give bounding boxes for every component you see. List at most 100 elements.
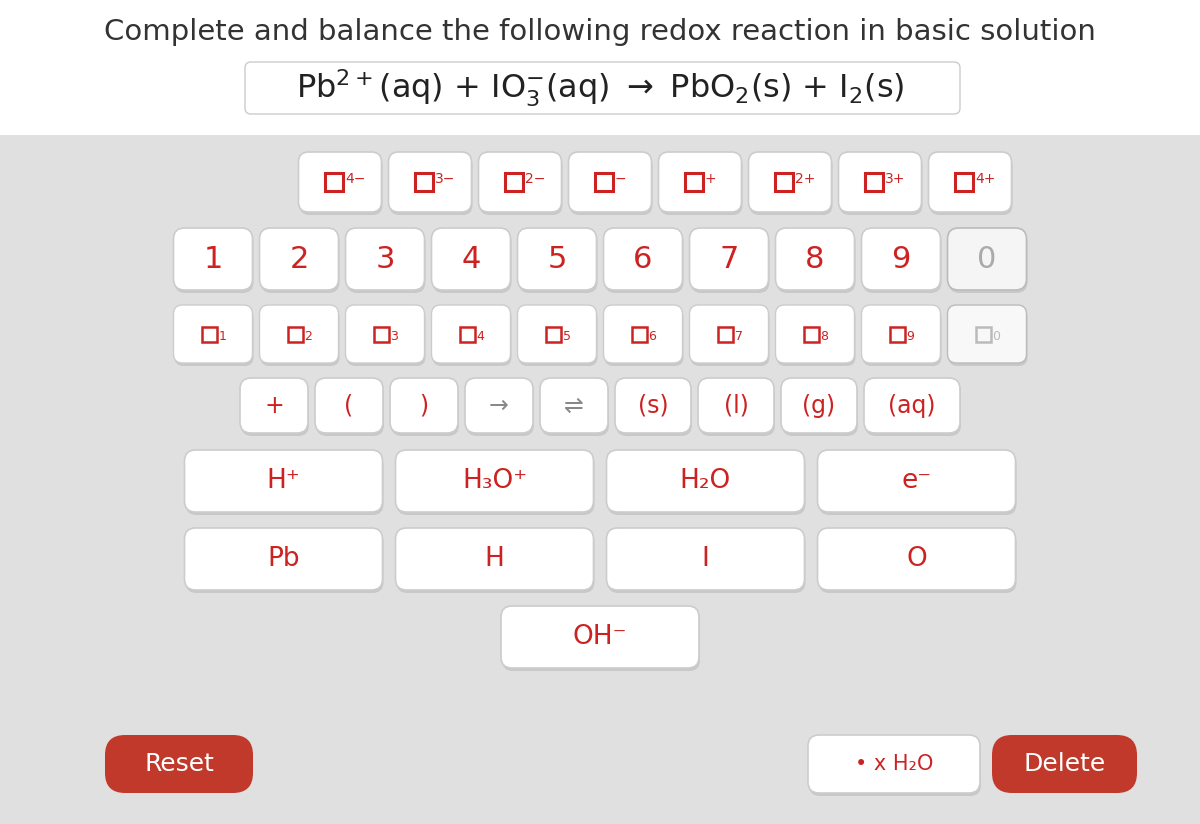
FancyBboxPatch shape: [106, 735, 253, 793]
FancyBboxPatch shape: [604, 228, 683, 290]
Text: H⁺: H⁺: [266, 468, 300, 494]
FancyBboxPatch shape: [690, 228, 768, 290]
FancyBboxPatch shape: [606, 450, 804, 512]
Text: I: I: [702, 546, 709, 572]
Text: (s): (s): [637, 394, 668, 418]
Text: 3−: 3−: [436, 172, 455, 186]
Text: Complete and balance the following redox reaction in basic solution: Complete and balance the following redox…: [104, 18, 1096, 46]
FancyBboxPatch shape: [948, 305, 1026, 363]
Text: 3: 3: [376, 245, 395, 274]
FancyBboxPatch shape: [185, 450, 383, 512]
FancyBboxPatch shape: [259, 305, 338, 363]
Bar: [804, 326, 818, 341]
FancyBboxPatch shape: [432, 308, 511, 366]
Text: Pb$^{2+}$(aq) + IO$_3^{-}$(aq) $\rightarrow$ PbO$_2$(s) + I$_2$(s): Pb$^{2+}$(aq) + IO$_3^{-}$(aq) $\rightar…: [295, 67, 905, 109]
Bar: [325, 173, 343, 191]
FancyBboxPatch shape: [605, 308, 684, 366]
FancyBboxPatch shape: [863, 231, 942, 293]
Bar: [546, 326, 560, 341]
Text: (: (: [344, 394, 354, 418]
Bar: [595, 173, 613, 191]
FancyBboxPatch shape: [432, 305, 510, 363]
Bar: [685, 173, 703, 191]
Text: Reset: Reset: [144, 752, 214, 776]
Text: (g): (g): [803, 394, 835, 418]
FancyBboxPatch shape: [776, 308, 856, 366]
Text: 9: 9: [892, 245, 911, 274]
FancyBboxPatch shape: [690, 308, 769, 366]
Text: O: O: [906, 546, 926, 572]
Text: 6: 6: [648, 330, 656, 343]
FancyBboxPatch shape: [606, 528, 804, 590]
Bar: [976, 326, 990, 341]
FancyBboxPatch shape: [186, 531, 384, 593]
FancyBboxPatch shape: [948, 228, 1026, 290]
FancyBboxPatch shape: [616, 381, 692, 436]
Text: 7: 7: [719, 245, 739, 274]
FancyBboxPatch shape: [607, 531, 805, 593]
Text: Pb: Pb: [268, 546, 300, 572]
FancyBboxPatch shape: [390, 378, 458, 433]
Text: 1: 1: [218, 330, 227, 343]
FancyBboxPatch shape: [391, 381, 458, 436]
FancyBboxPatch shape: [809, 738, 982, 796]
FancyBboxPatch shape: [781, 378, 857, 433]
Text: H₂O: H₂O: [680, 468, 731, 494]
FancyBboxPatch shape: [616, 378, 691, 433]
Text: ⇌: ⇌: [564, 394, 584, 418]
FancyBboxPatch shape: [314, 378, 383, 433]
FancyBboxPatch shape: [347, 231, 426, 293]
Text: →: →: [490, 394, 509, 418]
Text: 4+: 4+: [974, 172, 995, 186]
FancyBboxPatch shape: [259, 228, 338, 290]
Bar: [631, 326, 647, 341]
FancyBboxPatch shape: [862, 305, 941, 363]
FancyBboxPatch shape: [432, 228, 510, 290]
FancyBboxPatch shape: [948, 231, 1027, 293]
Bar: [889, 326, 905, 341]
FancyBboxPatch shape: [749, 152, 832, 212]
Text: (aq): (aq): [888, 394, 936, 418]
FancyBboxPatch shape: [316, 381, 384, 436]
FancyBboxPatch shape: [240, 378, 308, 433]
FancyBboxPatch shape: [466, 378, 533, 433]
Text: 2+: 2+: [796, 172, 815, 186]
FancyBboxPatch shape: [605, 231, 684, 293]
Text: H₃O⁺: H₃O⁺: [462, 468, 527, 494]
Bar: [460, 326, 474, 341]
FancyBboxPatch shape: [864, 378, 960, 433]
FancyBboxPatch shape: [775, 305, 854, 363]
FancyBboxPatch shape: [817, 528, 1015, 590]
FancyBboxPatch shape: [569, 152, 652, 212]
FancyBboxPatch shape: [466, 381, 534, 436]
FancyBboxPatch shape: [174, 308, 253, 366]
Text: Delete: Delete: [1024, 752, 1105, 776]
FancyBboxPatch shape: [929, 152, 1012, 212]
Bar: [415, 173, 433, 191]
FancyBboxPatch shape: [390, 155, 473, 215]
FancyBboxPatch shape: [948, 308, 1027, 366]
FancyBboxPatch shape: [782, 381, 858, 436]
FancyBboxPatch shape: [862, 228, 941, 290]
Bar: [202, 326, 216, 341]
Bar: [505, 173, 523, 191]
Text: 2: 2: [305, 330, 312, 343]
FancyBboxPatch shape: [396, 453, 594, 515]
FancyBboxPatch shape: [174, 231, 253, 293]
FancyBboxPatch shape: [775, 228, 854, 290]
Text: 0: 0: [992, 330, 1001, 343]
FancyBboxPatch shape: [174, 305, 252, 363]
FancyBboxPatch shape: [299, 152, 382, 212]
FancyBboxPatch shape: [541, 381, 610, 436]
FancyBboxPatch shape: [347, 308, 426, 366]
Text: 6: 6: [634, 245, 653, 274]
FancyBboxPatch shape: [992, 735, 1138, 793]
FancyBboxPatch shape: [396, 531, 594, 593]
FancyBboxPatch shape: [607, 453, 805, 515]
FancyBboxPatch shape: [698, 378, 774, 433]
FancyBboxPatch shape: [517, 305, 596, 363]
FancyBboxPatch shape: [818, 453, 1016, 515]
FancyBboxPatch shape: [480, 155, 563, 215]
FancyBboxPatch shape: [502, 609, 700, 671]
FancyBboxPatch shape: [300, 155, 383, 215]
